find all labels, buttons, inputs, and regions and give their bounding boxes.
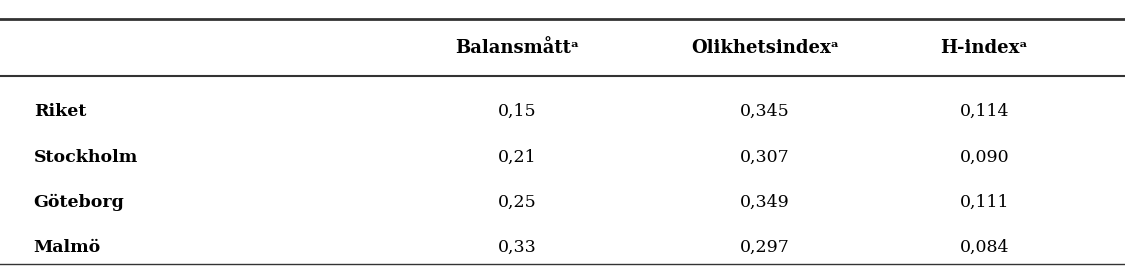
- Text: Olikhetsindexᵃ: Olikhetsindexᵃ: [691, 39, 839, 57]
- Text: 0,33: 0,33: [498, 239, 537, 256]
- Text: 0,084: 0,084: [960, 239, 1009, 256]
- Text: Göteborg: Göteborg: [34, 194, 125, 211]
- Text: 0,15: 0,15: [498, 103, 537, 120]
- Text: 0,111: 0,111: [960, 194, 1009, 211]
- Text: Stockholm: Stockholm: [34, 149, 138, 166]
- Text: 0,307: 0,307: [740, 149, 790, 166]
- Text: H-indexᵃ: H-indexᵃ: [940, 39, 1028, 57]
- Text: Riket: Riket: [34, 103, 87, 120]
- Text: 0,114: 0,114: [960, 103, 1009, 120]
- Text: Balansmåttᵃ: Balansmåttᵃ: [456, 39, 579, 57]
- Text: 0,090: 0,090: [960, 149, 1009, 166]
- Text: 0,345: 0,345: [740, 103, 790, 120]
- Text: Malmö: Malmö: [34, 239, 101, 256]
- Text: 0,21: 0,21: [498, 149, 537, 166]
- Text: 0,349: 0,349: [740, 194, 790, 211]
- Text: 0,297: 0,297: [740, 239, 790, 256]
- Text: 0,25: 0,25: [498, 194, 537, 211]
